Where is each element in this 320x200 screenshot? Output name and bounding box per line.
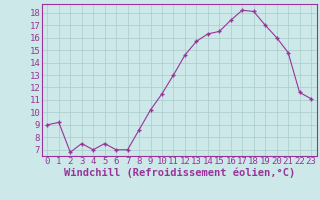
X-axis label: Windchill (Refroidissement éolien,°C): Windchill (Refroidissement éolien,°C) [64,168,295,178]
